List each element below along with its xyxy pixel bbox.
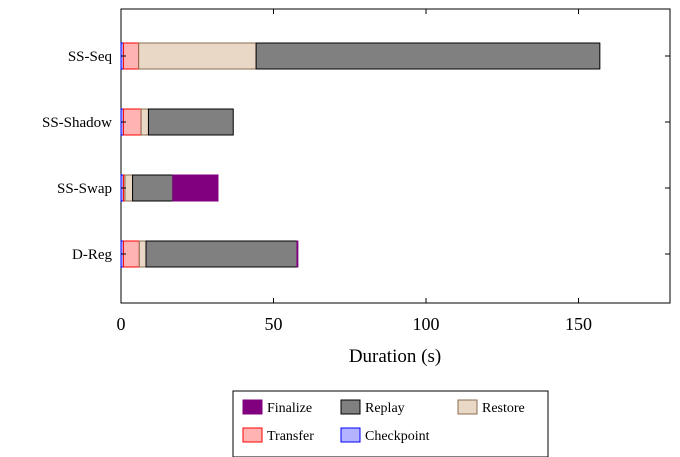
legend-label-checkpoint: Checkpoint: [365, 429, 430, 444]
bar-d-reg-restore: [138, 240, 147, 268]
x-tick-label-100: 100: [413, 314, 440, 334]
ticks-group: 0 50 100 150: [117, 9, 670, 334]
bar-ss-swap-replay: [132, 174, 174, 202]
x-tick-label-50: 50: [265, 314, 283, 334]
bar-ss-seq-restore: [138, 42, 257, 70]
legend: Finalize Replay Restore Transfer Checkpoint: [232, 390, 549, 457]
legend-swatch-checkpoint: [340, 427, 361, 443]
bar-ss-seq-replay: [255, 42, 601, 70]
x-axis-label: Duration (s): [349, 346, 441, 367]
bar-ss-swap-finalize: [172, 174, 219, 202]
category-label-ss-shadow: SS-Shadow: [42, 115, 112, 131]
bars-group: [120, 42, 601, 268]
category-label-ss-swap: SS-Swap: [57, 181, 112, 197]
bar-ss-swap-restore: [124, 174, 134, 202]
x-tick-label-0: 0: [117, 314, 126, 334]
plot-frame: [120, 8, 671, 304]
legend-label-replay: Replay: [365, 401, 405, 416]
legend-label-restore: Restore: [482, 401, 525, 416]
legend-swatch-transfer: [242, 427, 263, 443]
legend-swatch-replay: [340, 399, 361, 415]
bar-ss-shadow-restore: [140, 108, 149, 136]
legend-label-transfer: Transfer: [267, 429, 314, 444]
legend-box: [232, 390, 549, 457]
category-label-d-reg: D-Reg: [72, 247, 112, 263]
x-tick-label-150: 150: [565, 314, 592, 334]
legend-swatch-finalize: [242, 399, 263, 415]
bar-ss-shadow-transfer: [122, 108, 142, 136]
bar-ss-shadow-replay: [147, 108, 234, 136]
bar-d-reg-replay: [145, 240, 298, 268]
legend-label-finalize: Finalize: [267, 401, 312, 416]
legend-swatch-restore: [457, 399, 478, 415]
category-label-ss-seq: SS-Seq: [68, 49, 113, 65]
labels-group: SS-Seq SS-Shadow SS-Swap D-Reg: [42, 49, 113, 263]
bar-d-reg-finalize: [296, 240, 299, 268]
